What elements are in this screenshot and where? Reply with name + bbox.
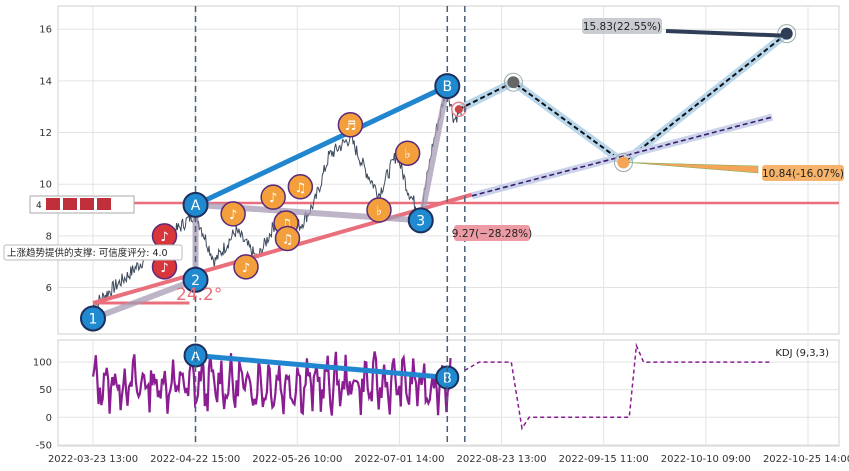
y-tick-label: 6 xyxy=(46,283,52,294)
x-tick-label: 2022-03-23 13:00 xyxy=(48,454,138,465)
x-ticks: 2022-03-23 13:00 2022-04-22 15:00 2022-05-… xyxy=(48,454,849,465)
note-marker-glyph: ♪ xyxy=(269,191,277,206)
y-tick-label: 0 xyxy=(46,413,52,424)
annotation-support-label: 9.27(−28.28%) xyxy=(452,228,532,240)
note-marker xyxy=(337,112,364,138)
x-tick-label: 2022-08-23 13:00 xyxy=(457,454,547,465)
legend-swatch xyxy=(80,198,94,210)
projection-node-core xyxy=(617,156,630,169)
projection-node xyxy=(451,101,467,118)
kdj-projection xyxy=(464,342,773,431)
note-marker xyxy=(274,225,301,252)
support-info-text: 上涨趋势提供的支撑: 可信度评分: 4.0 xyxy=(7,247,168,259)
kdj-y-ticks: -50 0 50 100 xyxy=(33,358,52,452)
note-marker-glyph: ♬ xyxy=(345,119,357,134)
x-tick-label: 2022-10-10 09:00 xyxy=(661,454,751,465)
annotation-top-target: 15.83(22.55%) xyxy=(582,18,662,34)
pivot-label: 1 xyxy=(89,312,98,328)
note-marker-glyph: ♫ xyxy=(282,232,294,247)
arrow-mid xyxy=(629,162,759,174)
legend-swatch xyxy=(97,198,111,210)
note-marker xyxy=(220,201,246,227)
x-tick-label: 2022-07-01 14:00 xyxy=(354,454,444,465)
channel-line xyxy=(471,116,773,197)
kdj-title: KDJ (9,3,3) xyxy=(775,348,829,359)
pivot-markers: 1 2 A 3 B xyxy=(80,73,461,332)
note-marker-glyph: ♭ xyxy=(405,147,411,162)
projection-node-core xyxy=(454,105,463,114)
legend-stub-label: 4 xyxy=(36,201,42,211)
note-marker xyxy=(394,140,421,166)
y-tick-label: 14 xyxy=(39,76,52,87)
note-marker-glyph: ♪ xyxy=(160,230,168,245)
arrow-top xyxy=(665,29,784,38)
price-y-ticks: 6 8 10 12 14 16 xyxy=(39,25,52,294)
pivot-marker xyxy=(434,73,461,100)
projection-path xyxy=(451,24,797,200)
pivot-label: 3 xyxy=(416,213,425,229)
pivot-marker xyxy=(407,207,434,234)
note-marker-glyph: ♪ xyxy=(242,261,250,276)
legend-swatch xyxy=(63,198,77,210)
note-marker xyxy=(233,254,259,280)
annotation-top-label: 15.83(22.55%) xyxy=(583,21,661,33)
y-tick-label: 16 xyxy=(39,25,52,36)
note-marker xyxy=(366,197,392,223)
x-tick-label: 2022-09-15 11:00 xyxy=(559,454,649,465)
pivot-marker xyxy=(182,191,209,218)
kdj-wave-ab xyxy=(195,352,448,381)
legend-swatch xyxy=(46,198,60,210)
note-marker-glyph: ♪ xyxy=(160,261,168,276)
y-tick-label: 12 xyxy=(39,128,52,139)
projection-node xyxy=(503,72,523,92)
note-marker xyxy=(260,184,286,210)
note-marker-glyph: ♭ xyxy=(376,204,382,219)
note-markers: ♪♪♪♪♪♫♫♫♬♭♭ xyxy=(151,112,421,280)
x-tick-label: 2022-04-22 15:00 xyxy=(150,454,240,465)
wave-segment xyxy=(91,276,197,322)
x-tick-label: 2022-05-26 10:00 xyxy=(252,454,342,465)
x-tick-label: 2022-10-25 14:00 xyxy=(763,454,849,465)
projection-node-core xyxy=(780,27,793,40)
wave-ab-line xyxy=(194,83,449,208)
note-marker-glyph: ♫ xyxy=(295,181,307,196)
y-tick-label: 10 xyxy=(39,180,52,191)
kdj-line xyxy=(91,351,452,416)
pivot-marker xyxy=(80,305,106,332)
y-tick-label: 8 xyxy=(46,231,52,242)
note-marker-glyph: ♪ xyxy=(229,208,237,223)
annotation-mid-label: 10.84(-16.07%) xyxy=(762,168,844,180)
pivot-label: B xyxy=(442,79,452,95)
wave-segment xyxy=(417,85,451,221)
pivot-label: A xyxy=(191,198,201,214)
pivot-label: 2 xyxy=(191,273,200,289)
annotation-mid-target: 10.84(-16.07%) xyxy=(762,165,844,181)
support-info: 上涨趋势提供的支撑: 可信度评分: 4.0 xyxy=(3,244,183,261)
note-marker-glyph: ♫ xyxy=(280,217,292,232)
kdj-series xyxy=(91,342,773,431)
legend-stub: 4 xyxy=(29,195,135,214)
pivot-marker xyxy=(182,266,209,293)
trend-angle-label: 24.2° xyxy=(176,285,222,305)
projection-line xyxy=(458,32,788,164)
y-tick-label: -50 xyxy=(36,440,52,451)
y-tick-label: 50 xyxy=(39,385,52,396)
projection-node-core xyxy=(507,76,520,89)
y-tick-label: 100 xyxy=(33,358,52,369)
annotation-support-level: 9.27(−28.28%) xyxy=(452,225,532,241)
note-marker xyxy=(287,174,314,200)
